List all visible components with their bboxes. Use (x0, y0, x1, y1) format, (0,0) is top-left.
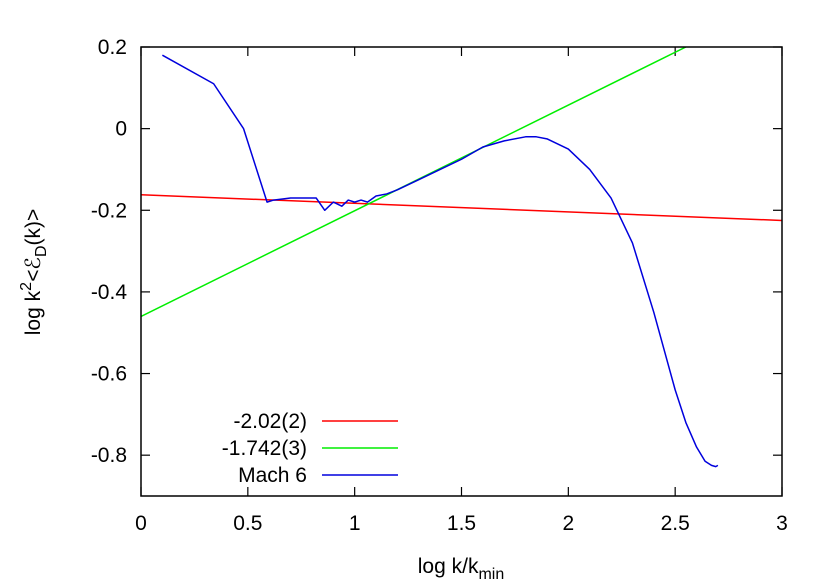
legend-label-green: -1.742(3) (222, 437, 307, 460)
plot-frame (140, 46, 783, 497)
y-axis-title: log k2<ℰD(k)> (18, 209, 50, 336)
series-line (162, 54, 719, 468)
x-tick-label: 1 (349, 512, 361, 535)
tick-labels: 0 0.5 1 1.5 2 2.5 3 0.2 0 -0.2 -0.4 -0.6 -0.8 (91, 36, 788, 535)
y-tick-label: 0 (115, 118, 127, 141)
x-tick-label: 2 (562, 512, 574, 535)
legend: -2.02(2) -1.742(3) Mach 6 (222, 410, 398, 487)
series-lines (141, 47, 782, 468)
legend-label-red: -2.02(2) (233, 410, 307, 433)
x-axis-title: log k/kmin (418, 555, 504, 581)
x-axis-title-subscript: min (478, 566, 504, 581)
x-tick-label: 3 (776, 512, 788, 535)
y-tick-label: -0.4 (91, 281, 128, 304)
x-tick-label: 0 (135, 512, 147, 535)
y-axis-title-superscript: 2 (18, 282, 35, 291)
x-tick-label: 0.5 (233, 512, 262, 535)
legend-label-blue: Mach 6 (238, 464, 307, 487)
y-tick-label: -0.6 (91, 363, 127, 386)
y-tick-label: -0.8 (91, 444, 127, 467)
y-axis-title-subscript: D (33, 245, 50, 257)
y-tick-label: 0.2 (98, 36, 127, 59)
y-tick-label: -0.2 (91, 199, 127, 222)
series-line (141, 194, 782, 222)
x-tick-label: 1.5 (447, 512, 476, 535)
x-tick-label: 2.5 (661, 512, 690, 535)
